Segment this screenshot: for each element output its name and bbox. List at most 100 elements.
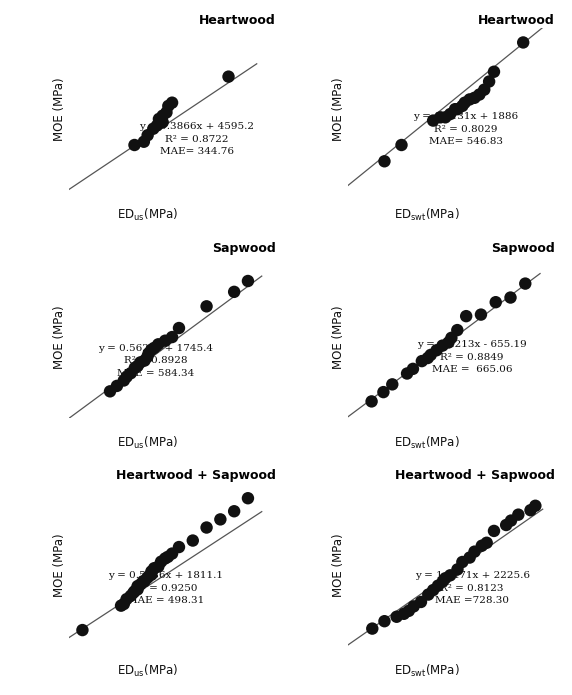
Point <box>380 616 389 627</box>
Point <box>367 396 376 407</box>
Point <box>144 571 153 582</box>
Text: Heartwood: Heartwood <box>199 14 276 26</box>
Point <box>174 541 184 553</box>
Point <box>465 94 474 105</box>
Point <box>506 515 515 526</box>
Point <box>122 371 131 382</box>
Point <box>417 356 426 367</box>
Point <box>447 332 456 343</box>
Point <box>130 140 139 151</box>
Point <box>424 589 433 600</box>
Point <box>142 573 152 584</box>
Point <box>438 575 447 587</box>
Text: ED$_\mathrm{swt}$(MPa): ED$_\mathrm{swt}$(MPa) <box>394 207 459 223</box>
Point <box>477 540 486 551</box>
Point <box>453 564 462 575</box>
Point <box>149 123 158 134</box>
Point <box>133 361 142 372</box>
Point <box>403 368 412 379</box>
Point <box>470 92 479 104</box>
Point <box>158 117 167 128</box>
Point <box>157 556 166 567</box>
Point <box>161 335 170 346</box>
Point <box>158 110 167 121</box>
Point <box>397 140 406 151</box>
Point <box>147 569 156 580</box>
Point <box>519 37 528 48</box>
Point <box>476 309 486 320</box>
Point <box>392 611 401 622</box>
Point <box>506 292 515 303</box>
Point <box>168 97 177 108</box>
Point <box>136 357 145 368</box>
Point <box>502 519 511 530</box>
Text: y = 1.4213x - 655.19
R² = 0.8849
MAE =  665.06: y = 1.4213x - 655.19 R² = 0.8849 MAE = 6… <box>417 341 527 375</box>
Point <box>432 345 441 356</box>
Point <box>161 553 170 564</box>
Point <box>142 352 152 363</box>
Point <box>458 557 467 568</box>
Text: y = 0.5626x + 1745.4
R² = 0.8928
MAE = 584.34: y = 0.5626x + 1745.4 R² = 0.8928 MAE = 5… <box>98 343 213 377</box>
Point <box>408 363 418 375</box>
Point <box>140 355 149 366</box>
Point <box>224 71 233 82</box>
Text: ED$_\mathrm{swt}$(MPa): ED$_\mathrm{swt}$(MPa) <box>394 435 459 451</box>
Point <box>531 500 540 512</box>
Point <box>147 344 156 355</box>
Point <box>119 598 128 610</box>
Point <box>409 601 418 612</box>
Point <box>126 590 136 601</box>
Point <box>150 563 159 574</box>
Point <box>140 575 149 587</box>
Text: y = 0.5536x + 1811.1
R² = 0.9250
MAE = 498.31: y = 0.5536x + 1811.1 R² = 0.9250 MAE = 4… <box>108 571 224 605</box>
Point <box>446 108 455 120</box>
Point <box>129 587 138 598</box>
Text: Heartwood + Sapwood: Heartwood + Sapwood <box>116 469 276 482</box>
Point <box>441 573 450 584</box>
Text: Sapwood: Sapwood <box>491 242 555 254</box>
Point <box>122 594 131 605</box>
Point <box>482 537 491 548</box>
Text: y = 1.1471x + 2225.6
R² = 0.8123
MAE =728.30: y = 1.1471x + 2225.6 R² = 0.8123 MAE =72… <box>415 571 530 605</box>
Point <box>147 566 156 577</box>
Point <box>399 608 408 619</box>
Point <box>130 362 140 373</box>
Point <box>105 386 114 397</box>
Point <box>404 605 414 616</box>
Point <box>379 386 388 398</box>
Point <box>380 156 389 167</box>
Point <box>388 379 397 390</box>
Point <box>143 130 152 141</box>
Text: y = 0.3866x + 4595.2
R² = 0.8722
MAE= 344.76: y = 0.3866x + 4595.2 R² = 0.8722 MAE= 34… <box>140 122 255 156</box>
Point <box>436 112 445 123</box>
Point <box>434 580 443 591</box>
Point <box>119 375 128 386</box>
Point <box>202 301 211 312</box>
Point <box>229 286 239 297</box>
Text: ED$_\mathrm{swt}$(MPa): ED$_\mathrm{swt}$(MPa) <box>394 662 459 679</box>
Point <box>462 311 471 322</box>
Point <box>460 97 470 108</box>
Point <box>150 343 159 354</box>
Point <box>475 89 484 100</box>
Point <box>154 338 163 350</box>
Point <box>243 493 252 504</box>
Text: Heartwood + Sapwood: Heartwood + Sapwood <box>395 469 555 482</box>
Point <box>126 368 136 379</box>
Point <box>441 112 450 123</box>
Y-axis label: MOE (MPa): MOE (MPa) <box>53 533 66 597</box>
Point <box>465 552 474 563</box>
Point <box>154 561 163 572</box>
Point <box>480 84 489 95</box>
Point <box>514 509 523 521</box>
Text: Sapwood: Sapwood <box>212 242 276 254</box>
Point <box>117 600 126 611</box>
Y-axis label: MOE (MPa): MOE (MPa) <box>332 533 345 597</box>
Point <box>426 350 435 361</box>
Point <box>138 575 148 587</box>
Point <box>526 505 535 516</box>
Point <box>243 275 252 286</box>
Point <box>78 625 87 636</box>
Point <box>451 104 460 115</box>
Y-axis label: MOE (MPa): MOE (MPa) <box>53 77 66 141</box>
